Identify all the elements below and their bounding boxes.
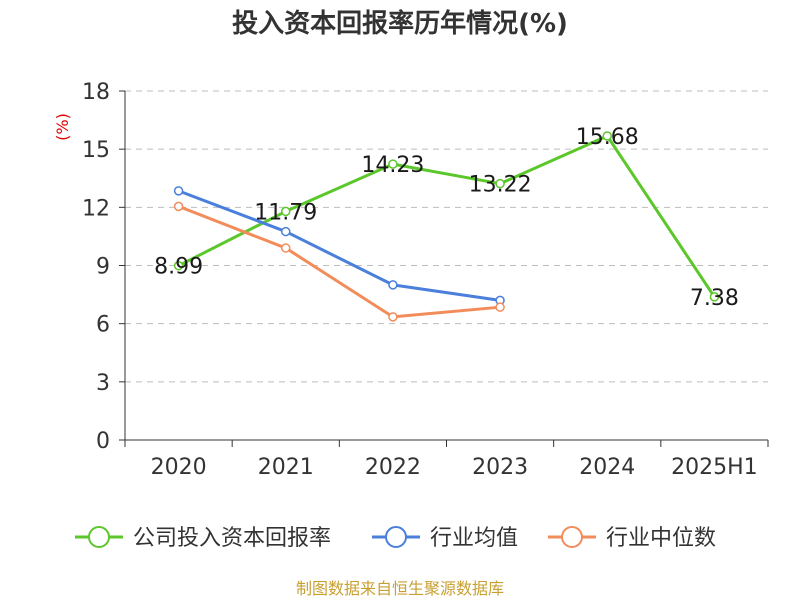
x-tick-label: 2023 bbox=[472, 455, 528, 480]
y-tick-label: 18 bbox=[82, 80, 110, 105]
data-label: 13.22 bbox=[469, 173, 532, 198]
data-label: 11.79 bbox=[254, 200, 317, 225]
series-line-0 bbox=[177, 134, 716, 298]
x-tick-label: 2025H1 bbox=[671, 455, 758, 480]
legend-marker[interactable] bbox=[561, 526, 583, 548]
legend-label[interactable]: 行业中位数 bbox=[606, 526, 716, 551]
y-tick-label: 9 bbox=[96, 255, 110, 280]
x-tick-label: 2021 bbox=[258, 455, 314, 480]
data-point bbox=[495, 302, 505, 312]
data-labels: 8.99 11.79 14.23 13.22 15.68 7.38 bbox=[154, 125, 739, 311]
data-label: 8.99 bbox=[154, 255, 203, 280]
data-point bbox=[388, 280, 398, 290]
legend-marker[interactable] bbox=[385, 526, 407, 548]
series-line-2 bbox=[178, 204, 501, 319]
data-point bbox=[281, 206, 291, 217]
x-tick-label: 2024 bbox=[579, 455, 635, 480]
series-group bbox=[173, 131, 720, 322]
source-note: 制图数据来自恒生聚源数据库 bbox=[296, 579, 504, 598]
legend[interactable]: 公司投入资本回报率 行业均值 行业中位数 bbox=[75, 526, 716, 551]
chart-title: 投入资本回报率历年情况(%) bbox=[232, 8, 568, 39]
legend-label[interactable]: 公司投入资本回报率 bbox=[133, 526, 331, 551]
data-point bbox=[173, 186, 184, 196]
data-point bbox=[281, 243, 291, 253]
data-point bbox=[495, 178, 505, 189]
data-point bbox=[388, 312, 398, 322]
data-point bbox=[709, 292, 720, 302]
legend-marker[interactable] bbox=[88, 526, 110, 548]
data-label: 7.38 bbox=[690, 286, 739, 311]
data-point bbox=[388, 159, 398, 169]
data-label: 14.23 bbox=[361, 153, 424, 178]
data-point bbox=[173, 201, 184, 212]
data-label: 15.68 bbox=[576, 125, 639, 150]
x-tick-label: 2022 bbox=[365, 455, 421, 480]
grid-lines bbox=[125, 90, 768, 383]
data-point bbox=[173, 260, 184, 271]
y-tick-label: 15 bbox=[82, 138, 110, 163]
y-tick-label: 6 bbox=[96, 313, 110, 338]
y-axis-label: (%) bbox=[53, 113, 72, 141]
legend-label[interactable]: 行业均值 bbox=[430, 526, 518, 551]
axes: 0 3 6 9 12 15 18 2020 2021 2022 2023 2024 2025H1 bbox=[82, 80, 769, 480]
data-point bbox=[602, 131, 612, 141]
x-tick-label: 2020 bbox=[151, 455, 207, 480]
y-tick-label: 3 bbox=[96, 371, 110, 396]
y-tick-label: 0 bbox=[96, 429, 110, 454]
series-line-1 bbox=[178, 189, 501, 302]
y-tick-label: 12 bbox=[82, 196, 110, 221]
data-point bbox=[281, 226, 291, 237]
